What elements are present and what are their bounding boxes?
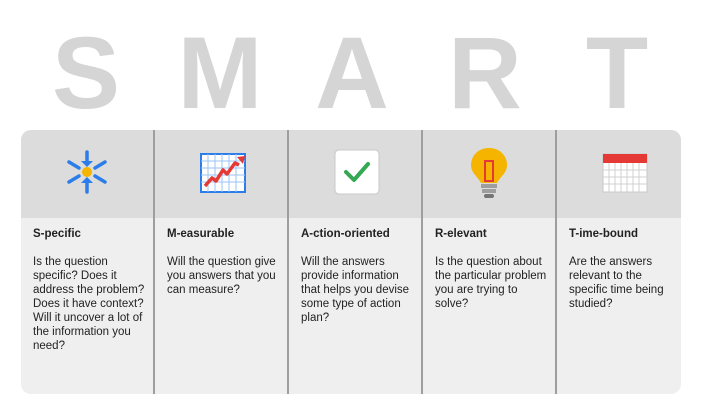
smart-table: S-pecific Is the question specific? Does… <box>21 130 681 394</box>
icon-cell-time-bound <box>557 130 681 218</box>
column-divider <box>153 130 155 394</box>
column-time-bound: T-ime-bound Are the answers relevant to … <box>557 130 681 394</box>
column-specific: S-pecific Is the question specific? Does… <box>21 130 153 394</box>
column-title: R-elevant <box>435 228 487 240</box>
title-letter-a: A <box>315 16 389 130</box>
column-measurable: M-easurable Will the question give you a… <box>155 130 287 394</box>
column-description: Will the answers provide information tha… <box>301 256 410 324</box>
title-letter-s: S <box>51 16 121 130</box>
title-letter-m: M <box>177 16 263 130</box>
column-title: A-ction-oriented <box>301 228 390 240</box>
lightbulb-icon <box>471 148 507 198</box>
icon-cell-specific <box>21 130 153 218</box>
icon-cell-relevant <box>423 130 555 218</box>
column-description: Is the question specific? Does it addres… <box>33 256 145 352</box>
calendar-icon <box>602 153 648 193</box>
title-letter-r: R <box>448 16 522 130</box>
column-divider <box>421 130 423 394</box>
column-divider <box>287 130 289 394</box>
line-graph-icon <box>200 153 246 193</box>
sparkle-icon <box>67 150 107 194</box>
icon-cell-action-oriented <box>289 130 421 218</box>
smart-title: S M A R T <box>0 18 705 128</box>
column-title: T-ime-bound <box>569 228 638 240</box>
column-description: Are the answers relevant to the specific… <box>569 256 664 310</box>
column-relevant: R-elevant Is the question about the part… <box>423 130 555 394</box>
column-title: S-pecific <box>33 228 81 240</box>
icon-cell-measurable <box>155 130 287 218</box>
column-description: Will the question give you answers that … <box>167 256 276 296</box>
column-title: M-easurable <box>167 228 235 240</box>
title-letter-t: T <box>585 16 649 130</box>
column-action-oriented: A-ction-oriented Will the answers provid… <box>289 130 421 394</box>
checkmark-icon <box>334 149 380 195</box>
column-description: Is the question about the particular pro… <box>435 256 547 310</box>
column-divider <box>555 130 557 394</box>
